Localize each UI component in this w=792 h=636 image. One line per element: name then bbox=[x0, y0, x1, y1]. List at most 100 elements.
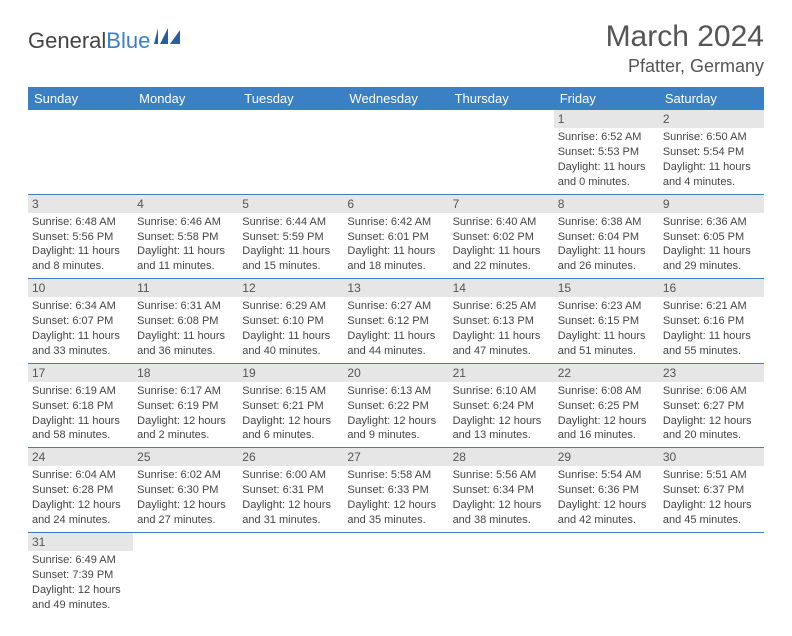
day-number: 23 bbox=[659, 364, 764, 382]
daylight-text: and 26 minutes. bbox=[558, 259, 655, 274]
daylight-text: Daylight: 11 hours bbox=[453, 329, 550, 344]
daylight-text: Daylight: 12 hours bbox=[663, 414, 760, 429]
daylight-text: and 0 minutes. bbox=[558, 175, 655, 190]
calendar-cell bbox=[238, 110, 343, 194]
sunset-text: Sunset: 6:28 PM bbox=[32, 483, 129, 498]
sunrise-text: Sunrise: 6:02 AM bbox=[137, 468, 234, 483]
sunrise-text: Sunrise: 5:58 AM bbox=[347, 468, 444, 483]
calendar-cell bbox=[554, 532, 659, 616]
calendar-cell: 6Sunrise: 6:42 AMSunset: 6:01 PMDaylight… bbox=[343, 194, 448, 279]
day-number: 28 bbox=[449, 448, 554, 466]
day-number: 5 bbox=[238, 195, 343, 213]
weekday-header: Sunday bbox=[28, 87, 133, 110]
daylight-text: Daylight: 11 hours bbox=[137, 244, 234, 259]
sunset-text: Sunset: 6:19 PM bbox=[137, 399, 234, 414]
daylight-text: and 36 minutes. bbox=[137, 344, 234, 359]
title-block: March 2024 Pfatter, Germany bbox=[606, 20, 764, 77]
daylight-text: and 13 minutes. bbox=[453, 428, 550, 443]
calendar-cell: 25Sunrise: 6:02 AMSunset: 6:30 PMDayligh… bbox=[133, 448, 238, 533]
daylight-text: Daylight: 12 hours bbox=[453, 498, 550, 513]
day-number: 14 bbox=[449, 279, 554, 297]
daylight-text: Daylight: 11 hours bbox=[32, 329, 129, 344]
sunset-text: Sunset: 6:21 PM bbox=[242, 399, 339, 414]
day-number: 2 bbox=[659, 110, 764, 128]
day-number: 30 bbox=[659, 448, 764, 466]
calendar-cell: 9Sunrise: 6:36 AMSunset: 6:05 PMDaylight… bbox=[659, 194, 764, 279]
daylight-text: and 9 minutes. bbox=[347, 428, 444, 443]
calendar-cell: 2Sunrise: 6:50 AMSunset: 5:54 PMDaylight… bbox=[659, 110, 764, 194]
sunrise-text: Sunrise: 6:15 AM bbox=[242, 384, 339, 399]
sunset-text: Sunset: 6:36 PM bbox=[558, 483, 655, 498]
day-number: 27 bbox=[343, 448, 448, 466]
calendar-cell bbox=[343, 532, 448, 616]
daylight-text: Daylight: 12 hours bbox=[347, 414, 444, 429]
daylight-text: Daylight: 11 hours bbox=[663, 329, 760, 344]
calendar-row: 3Sunrise: 6:48 AMSunset: 5:56 PMDaylight… bbox=[28, 194, 764, 279]
calendar-cell: 20Sunrise: 6:13 AMSunset: 6:22 PMDayligh… bbox=[343, 363, 448, 448]
sunset-text: Sunset: 5:54 PM bbox=[663, 145, 760, 160]
daylight-text: and 55 minutes. bbox=[663, 344, 760, 359]
daylight-text: Daylight: 11 hours bbox=[242, 329, 339, 344]
calendar-cell: 27Sunrise: 5:58 AMSunset: 6:33 PMDayligh… bbox=[343, 448, 448, 533]
calendar-cell: 23Sunrise: 6:06 AMSunset: 6:27 PMDayligh… bbox=[659, 363, 764, 448]
sunrise-text: Sunrise: 6:10 AM bbox=[453, 384, 550, 399]
daylight-text: and 16 minutes. bbox=[558, 428, 655, 443]
calendar-cell bbox=[449, 532, 554, 616]
day-number: 9 bbox=[659, 195, 764, 213]
sunrise-text: Sunrise: 6:19 AM bbox=[32, 384, 129, 399]
daylight-text: and 38 minutes. bbox=[453, 513, 550, 528]
calendar-cell bbox=[28, 110, 133, 194]
day-number: 21 bbox=[449, 364, 554, 382]
sunset-text: Sunset: 6:02 PM bbox=[453, 230, 550, 245]
sunset-text: Sunset: 6:34 PM bbox=[453, 483, 550, 498]
calendar-cell: 28Sunrise: 5:56 AMSunset: 6:34 PMDayligh… bbox=[449, 448, 554, 533]
daylight-text: and 24 minutes. bbox=[32, 513, 129, 528]
day-number: 8 bbox=[554, 195, 659, 213]
calendar-cell: 14Sunrise: 6:25 AMSunset: 6:13 PMDayligh… bbox=[449, 279, 554, 364]
sunrise-text: Sunrise: 6:36 AM bbox=[663, 215, 760, 230]
day-number: 19 bbox=[238, 364, 343, 382]
calendar-cell: 11Sunrise: 6:31 AMSunset: 6:08 PMDayligh… bbox=[133, 279, 238, 364]
calendar-cell: 3Sunrise: 6:48 AMSunset: 5:56 PMDaylight… bbox=[28, 194, 133, 279]
calendar-cell: 19Sunrise: 6:15 AMSunset: 6:21 PMDayligh… bbox=[238, 363, 343, 448]
sunrise-text: Sunrise: 6:21 AM bbox=[663, 299, 760, 314]
daylight-text: Daylight: 12 hours bbox=[558, 498, 655, 513]
sunrise-text: Sunrise: 6:08 AM bbox=[558, 384, 655, 399]
calendar-cell: 1Sunrise: 6:52 AMSunset: 5:53 PMDaylight… bbox=[554, 110, 659, 194]
sunset-text: Sunset: 6:18 PM bbox=[32, 399, 129, 414]
sunrise-text: Sunrise: 6:17 AM bbox=[137, 384, 234, 399]
daylight-text: Daylight: 12 hours bbox=[32, 498, 129, 513]
day-number: 10 bbox=[28, 279, 133, 297]
sunset-text: Sunset: 6:37 PM bbox=[663, 483, 760, 498]
daylight-text: and 8 minutes. bbox=[32, 259, 129, 274]
calendar-cell bbox=[449, 110, 554, 194]
day-number: 24 bbox=[28, 448, 133, 466]
calendar-cell: 13Sunrise: 6:27 AMSunset: 6:12 PMDayligh… bbox=[343, 279, 448, 364]
logo: GeneralBlue bbox=[28, 26, 180, 56]
daylight-text: Daylight: 11 hours bbox=[347, 329, 444, 344]
daylight-text: Daylight: 12 hours bbox=[347, 498, 444, 513]
weekday-header: Monday bbox=[133, 87, 238, 110]
daylight-text: and 35 minutes. bbox=[347, 513, 444, 528]
calendar-cell bbox=[343, 110, 448, 194]
daylight-text: Daylight: 12 hours bbox=[137, 498, 234, 513]
day-number: 20 bbox=[343, 364, 448, 382]
calendar-cell: 12Sunrise: 6:29 AMSunset: 6:10 PMDayligh… bbox=[238, 279, 343, 364]
daylight-text: and 20 minutes. bbox=[663, 428, 760, 443]
sunrise-text: Sunrise: 6:31 AM bbox=[137, 299, 234, 314]
calendar-cell: 24Sunrise: 6:04 AMSunset: 6:28 PMDayligh… bbox=[28, 448, 133, 533]
daylight-text: Daylight: 11 hours bbox=[558, 329, 655, 344]
header: GeneralBlue March 2024 Pfatter, Germany bbox=[28, 20, 764, 77]
sunset-text: Sunset: 6:08 PM bbox=[137, 314, 234, 329]
calendar-cell: 17Sunrise: 6:19 AMSunset: 6:18 PMDayligh… bbox=[28, 363, 133, 448]
day-number: 3 bbox=[28, 195, 133, 213]
day-number: 7 bbox=[449, 195, 554, 213]
sunrise-text: Sunrise: 6:27 AM bbox=[347, 299, 444, 314]
sunset-text: Sunset: 5:56 PM bbox=[32, 230, 129, 245]
sunrise-text: Sunrise: 6:40 AM bbox=[453, 215, 550, 230]
sunrise-text: Sunrise: 5:54 AM bbox=[558, 468, 655, 483]
sunrise-text: Sunrise: 6:23 AM bbox=[558, 299, 655, 314]
daylight-text: and 6 minutes. bbox=[242, 428, 339, 443]
daylight-text: Daylight: 11 hours bbox=[32, 414, 129, 429]
sunset-text: Sunset: 6:12 PM bbox=[347, 314, 444, 329]
